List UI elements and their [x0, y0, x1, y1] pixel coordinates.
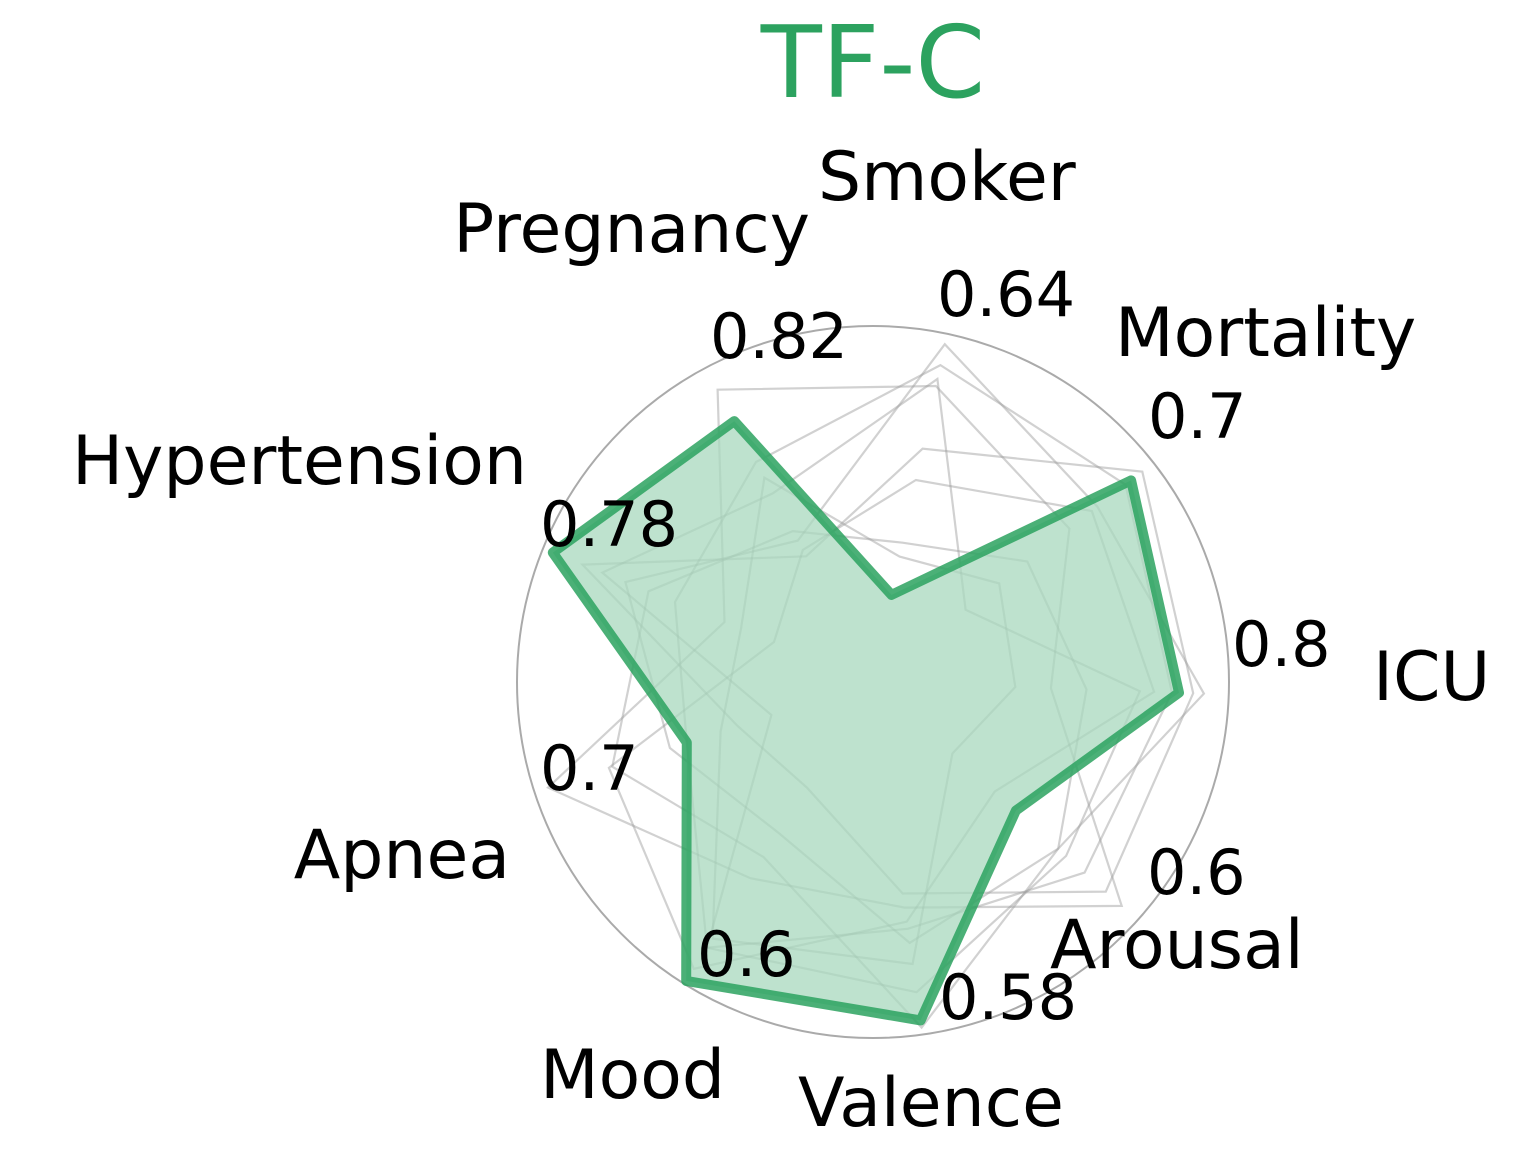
outer-grid-circle: [516, 325, 1230, 1039]
background-series-line-5: [546, 384, 1124, 909]
axis-max-label-smoker: 0.64: [937, 258, 1075, 331]
category-label-mood: Mood: [540, 1036, 725, 1115]
axis-max-label-icu: 0.8: [1232, 608, 1331, 681]
chart-title: TF-C: [760, 4, 986, 121]
axis-max-label-valence: 0.58: [939, 961, 1077, 1034]
axis-max-label-mortality: 0.7: [1148, 380, 1247, 453]
axis-max-label-arousal: 0.6: [1147, 836, 1246, 909]
axis-max-label-apnea: 0.7: [540, 732, 639, 805]
axis-max-label-mood: 0.6: [697, 918, 796, 991]
category-label-mortality: Mortality: [1115, 294, 1416, 373]
category-label-icu: ICU: [1373, 638, 1490, 717]
category-label-arousal: Arousal: [1050, 906, 1304, 985]
category-label-smoker: Smoker: [818, 138, 1076, 217]
category-label-pregnancy: Pregnancy: [453, 190, 810, 269]
background-series-line-7: [611, 529, 1088, 1030]
category-label-apnea: Apnea: [294, 816, 510, 895]
category-label-valence: Valence: [798, 1064, 1064, 1143]
highlighted-series-area: [547, 416, 1184, 1026]
axis-max-label-pregnancy: 0.82: [710, 300, 848, 373]
highlighted-series-group: [547, 416, 1184, 1026]
category-label-hypertension: Hypertension: [72, 422, 527, 501]
axis-max-label-hypertension: 0.78: [540, 488, 678, 561]
